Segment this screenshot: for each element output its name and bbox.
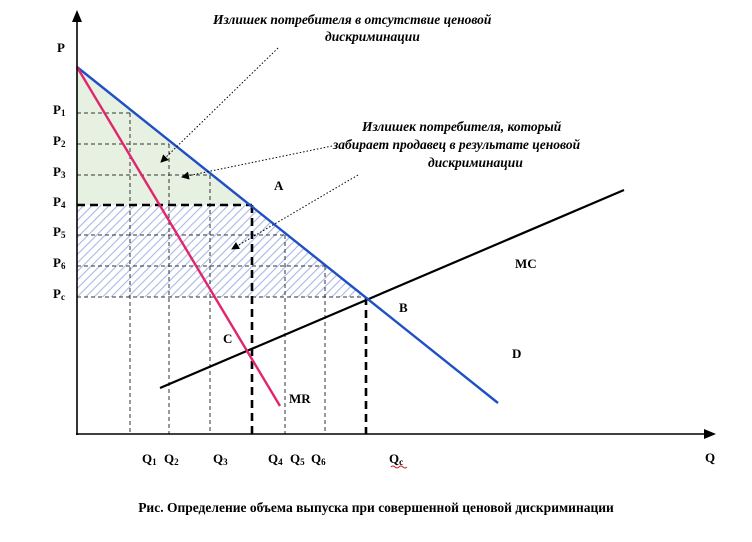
price-label-pc: Pc bbox=[53, 286, 65, 302]
region-label-b: B bbox=[399, 300, 408, 315]
mr-curve bbox=[75, 66, 282, 407]
price-label-p1: P1 bbox=[53, 102, 66, 118]
x-axis-label: Q bbox=[705, 450, 715, 465]
axes bbox=[72, 10, 716, 439]
bold-dashed-lines bbox=[77, 203, 368, 434]
annotation-surplus-no-discrimination-line2: дискриминации bbox=[325, 29, 420, 44]
quantity-label-q3: Q3 bbox=[213, 451, 228, 467]
quantity-label-q2: Q2 bbox=[164, 451, 179, 467]
annotation-pointers bbox=[160, 47, 359, 250]
mr-label: MR bbox=[289, 391, 311, 406]
price-label-p4: P4 bbox=[53, 194, 66, 210]
quantity-label-qc: Qc bbox=[389, 451, 403, 467]
annotation-surplus-taken-line2: забирает продавец в результате ценовой bbox=[332, 137, 581, 152]
quantity-tick-labels: Q1 Q2 Q3 Q4 Q5 Q6 Qc bbox=[142, 451, 408, 469]
region-label-a: A bbox=[274, 178, 284, 193]
annotation-surplus-taken-line1: Излишек потребителя, который bbox=[361, 119, 562, 134]
figure-caption: Рис. Определение объема выпуска при сове… bbox=[138, 500, 614, 515]
demand-curve bbox=[76, 66, 499, 404]
price-label-p3: P3 bbox=[53, 164, 66, 180]
quantity-label-q4: Q4 bbox=[268, 451, 283, 467]
quantity-label-q5: Q5 bbox=[290, 451, 305, 467]
annotation-surplus-taken-line3: дискриминации bbox=[428, 155, 523, 170]
qc-underline bbox=[390, 465, 408, 469]
mc-label: MC bbox=[515, 256, 537, 271]
price-label-p5: P5 bbox=[53, 224, 66, 240]
quantity-label-q6: Q6 bbox=[311, 451, 326, 467]
price-label-p2: P2 bbox=[53, 133, 66, 149]
captured-surplus-region bbox=[77, 205, 366, 297]
quantity-label-q1: Q1 bbox=[142, 451, 157, 467]
y-axis-label: P bbox=[57, 40, 65, 55]
mc-curve bbox=[159, 188, 625, 390]
price-label-p6: P6 bbox=[53, 255, 66, 271]
region-label-c: C bbox=[223, 331, 232, 346]
price-tick-labels: P1 P2 P3 P4 P5 P6 Pc bbox=[53, 102, 66, 302]
region-label-d: D bbox=[512, 346, 521, 361]
annotation-surplus-no-discrimination-line1: Излишек потребителя в отсутствие ценовой bbox=[212, 12, 492, 27]
